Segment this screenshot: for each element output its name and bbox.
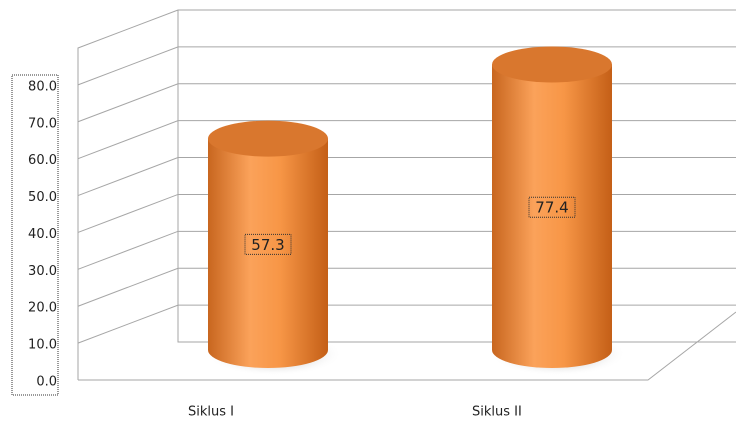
y-tick-label: 40.0 (28, 227, 57, 242)
value-label: 57.3 (251, 236, 284, 254)
grid-line (77, 267, 736, 307)
x-tick-label: Siklus I (188, 405, 234, 420)
bar-top (208, 120, 328, 157)
grid-line (77, 157, 736, 197)
y-tick-label: 20.0 (28, 301, 57, 316)
y-tick-label: 30.0 (28, 264, 57, 279)
bar (492, 64, 612, 368)
grid-line (77, 120, 736, 160)
grid-line (77, 230, 736, 270)
bar-top (492, 46, 612, 83)
x-tick-label: Siklus II (472, 405, 522, 420)
y-tick-label: 80.0 (28, 79, 57, 94)
grid-line (77, 304, 736, 344)
grid-line (77, 193, 736, 233)
value-label-box (528, 196, 576, 218)
axis-label-box (11, 74, 59, 396)
value-label-box (244, 233, 292, 255)
y-tick-label: 10.0 (28, 338, 57, 353)
y-tick-label: 60.0 (28, 153, 57, 168)
y-tick-label: 0.0 (36, 375, 57, 390)
grid-line (77, 83, 736, 123)
grid-line (77, 46, 736, 86)
bar (208, 138, 328, 368)
y-tick-label: 70.0 (28, 116, 57, 131)
y-tick-label: 50.0 (28, 190, 57, 205)
value-label: 77.4 (535, 199, 568, 217)
